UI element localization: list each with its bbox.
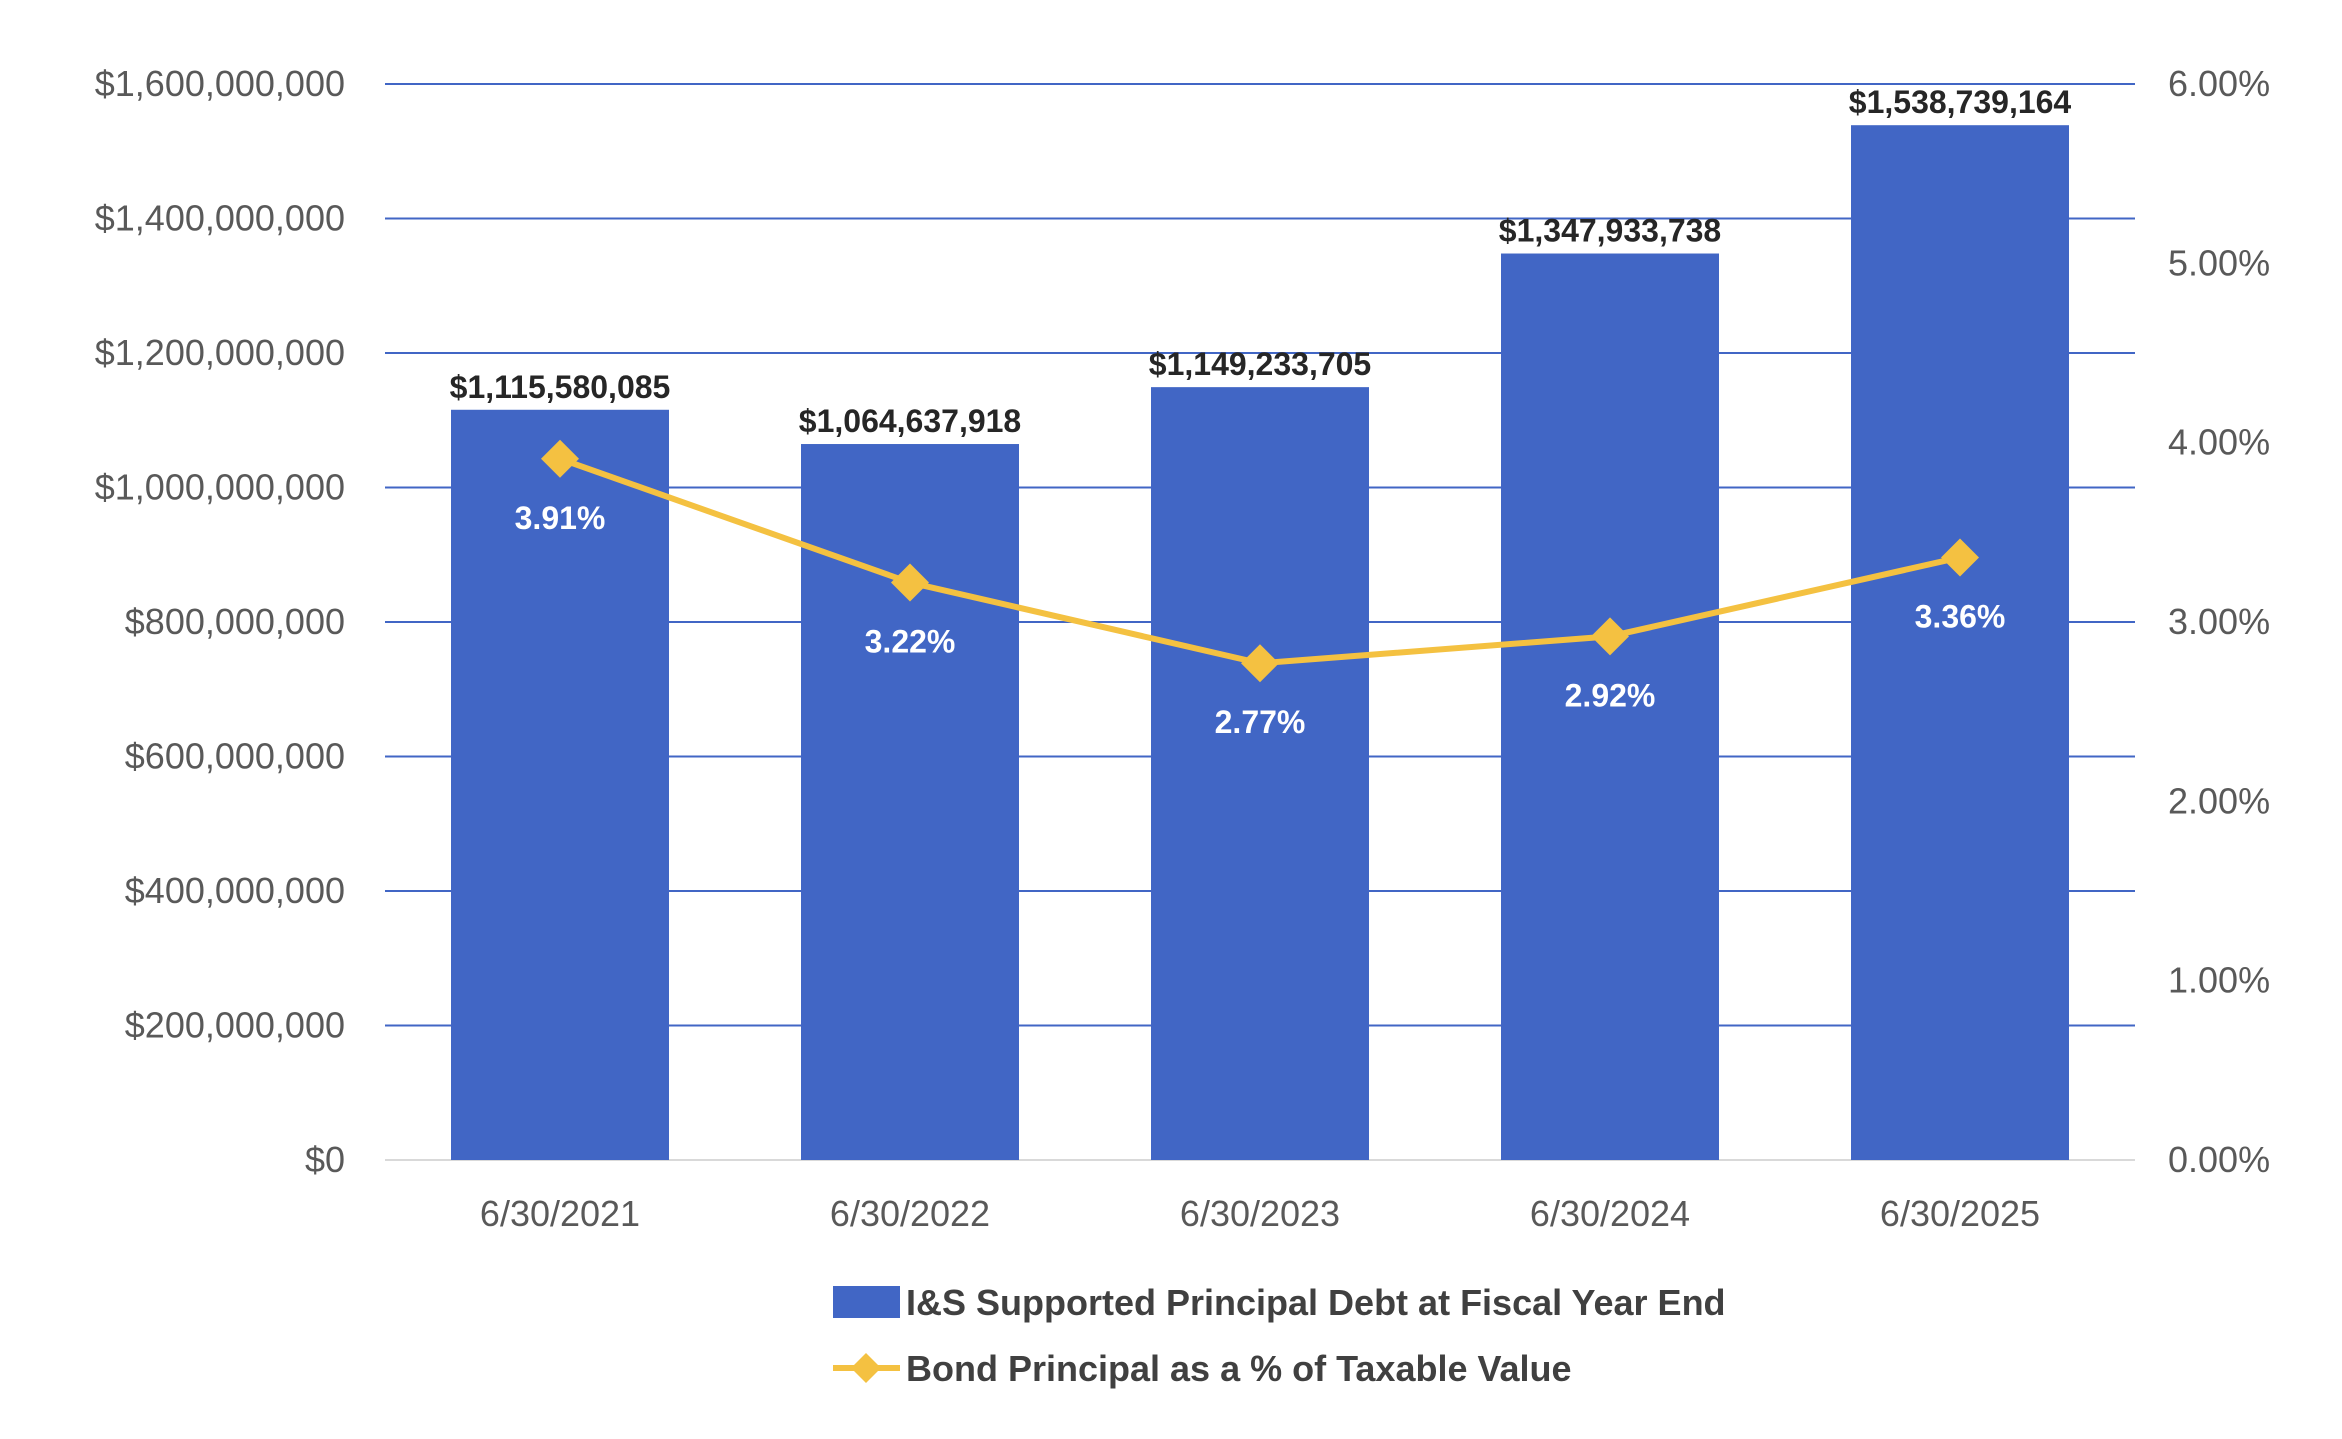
bar-data-label: $1,149,233,705 (1149, 346, 1371, 382)
left-axis-tick-label: $800,000,000 (125, 601, 345, 642)
category-label: 6/30/2025 (1880, 1193, 2040, 1234)
left-axis: $0 $200,000,000 $400,000,000 $600,000,000 $8… (95, 63, 345, 1180)
diamond-marker (1591, 617, 1629, 656)
bar-series: $1,115,580,085 $1,064,637,918 $1,149,233,7… (450, 84, 2072, 1161)
left-axis-tick-label: $1,400,000,000 (95, 198, 345, 239)
line-data-label: 2.77% (1215, 704, 1306, 740)
bar-data-label: $1,347,933,738 (1499, 213, 1721, 249)
diamond-marker (891, 563, 929, 602)
category-label: 6/30/2024 (1530, 1193, 1690, 1234)
category-label: 6/30/2022 (830, 1193, 990, 1234)
legend-bar-label: I&S Supported Principal Debt at Fiscal Y… (906, 1282, 1726, 1323)
x-axis-categories: 6/30/2021 6/30/2022 6/30/2023 6/30/2024 6/30… (480, 1193, 2040, 1234)
bar (1151, 387, 1369, 1160)
bar (1501, 253, 1719, 1161)
right-axis-tick-label: 5.00% (2168, 242, 2270, 283)
legend: I&S Supported Principal Debt at Fiscal Y… (833, 1282, 1726, 1389)
left-axis-tick-label: $600,000,000 (125, 736, 345, 777)
bar-data-label: $1,538,739,164 (1849, 84, 2072, 120)
right-axis: 0.00% 1.00% 2.00% 3.00% 4.00% 5.00% 6.00% (2168, 63, 2270, 1180)
right-axis-tick-label: 2.00% (2168, 780, 2270, 821)
left-axis-tick-label: $200,000,000 (125, 1005, 345, 1046)
right-axis-tick-label: 3.00% (2168, 601, 2270, 642)
legend-diamond-marker (851, 1353, 881, 1383)
left-axis-tick-label: $1,600,000,000 (95, 63, 345, 104)
right-axis-tick-label: 4.00% (2168, 422, 2270, 463)
line-data-label: 3.91% (515, 500, 606, 536)
line-data-label: 3.22% (865, 624, 956, 660)
bar-data-label: $1,064,637,918 (799, 403, 1021, 439)
line-data-label: 2.92% (1565, 677, 1656, 713)
category-label: 6/30/2023 (1180, 1193, 1340, 1234)
legend-line-label: Bond Principal as a % of Taxable Value (906, 1348, 1572, 1389)
line-series: 3.91% 3.22% 2.77% 2.92% 3.36% (515, 439, 2006, 740)
bar (1851, 125, 2069, 1161)
left-axis-tick-label: $1,000,000,000 (95, 467, 345, 508)
bar (801, 444, 1019, 1160)
right-axis-tick-label: 0.00% (2168, 1139, 2270, 1180)
diamond-marker (1941, 538, 1979, 577)
left-axis-tick-label: $1,200,000,000 (95, 332, 345, 373)
right-axis-tick-label: 1.00% (2168, 960, 2270, 1001)
left-axis-tick-label: $0 (305, 1139, 345, 1180)
line-data-label: 3.36% (1915, 598, 2006, 634)
left-axis-tick-label: $400,000,000 (125, 870, 345, 911)
legend-bar-swatch (833, 1286, 900, 1318)
bar-data-label: $1,115,580,085 (450, 369, 671, 405)
category-label: 6/30/2021 (480, 1193, 640, 1234)
right-axis-tick-label: 6.00% (2168, 63, 2270, 104)
diamond-marker (541, 439, 579, 478)
diamond-marker (1241, 644, 1279, 683)
bar (451, 409, 669, 1160)
